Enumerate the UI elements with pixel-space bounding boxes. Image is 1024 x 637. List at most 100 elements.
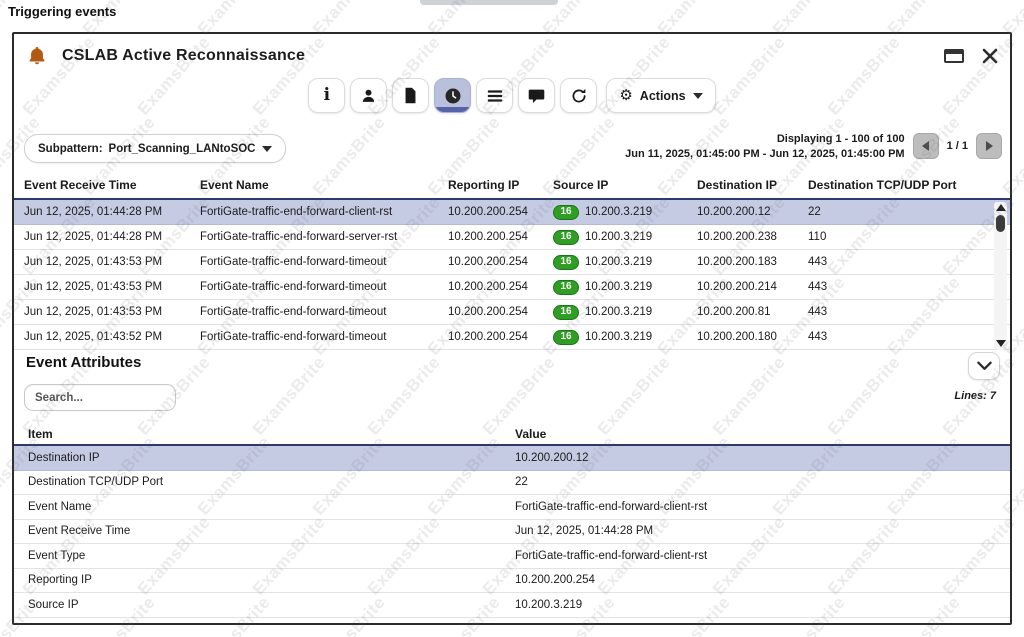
event-name: FortiGate-traffic-end-forward-timeout: [200, 281, 448, 293]
user-button[interactable]: [350, 78, 387, 113]
chevron-down-icon: [693, 93, 703, 99]
user-icon: [360, 87, 377, 104]
attribute-row[interactable]: Source IP 10.200.3.219: [14, 593, 1010, 618]
dialog-title: CSLAB Active Reconnaissance: [62, 47, 305, 65]
document-button[interactable]: [392, 78, 429, 113]
attribute-item: Destination TCP/UDP Port: [28, 476, 515, 488]
event-receive-time: Jun 12, 2025, 01:44:28 PM: [24, 231, 200, 243]
time-range-text: Jun 11, 2025, 01:45:00 PM - Jun 12, 2025…: [625, 147, 904, 162]
source-ip: 10.200.3.219: [585, 331, 652, 343]
display-info: Displaying 1 - 100 of 100 Jun 11, 2025, …: [625, 132, 904, 162]
reporting-ip: 10.200.200.254: [448, 331, 553, 343]
displaying-text: Displaying 1 - 100 of 100: [625, 132, 904, 147]
attributes-table-body: Destination IP 10.200.200.12 Destination…: [14, 446, 1010, 618]
event-table-row[interactable]: Jun 12, 2025, 01:43:53 PM FortiGate-traf…: [14, 250, 1010, 275]
attribute-value: 10.200.3.219: [515, 599, 1010, 611]
destination-ip: 10.200.200.180: [697, 331, 808, 343]
event-table-row[interactable]: Jun 12, 2025, 01:43:53 PM FortiGate-traf…: [14, 275, 1010, 300]
event-table-row[interactable]: Jun 12, 2025, 01:44:28 PM FortiGate-traf…: [14, 225, 1010, 250]
destination-port: 443: [808, 306, 1010, 318]
destination-ip: 10.200.200.183: [697, 256, 808, 268]
subpattern-dropdown[interactable]: Subpattern: Port_Scanning_LANtoSOC: [24, 134, 286, 163]
col-event-receive-time: Event Receive Time: [24, 178, 200, 192]
scroll-down-icon[interactable]: [996, 340, 1006, 347]
next-page-button[interactable]: [976, 133, 1002, 159]
list-icon: [487, 89, 503, 103]
chevron-right-icon: [986, 141, 993, 151]
reporting-ip: 10.200.200.254: [448, 306, 553, 318]
destination-ip: 10.200.200.238: [697, 231, 808, 243]
lines-count: Lines: 7: [954, 390, 996, 402]
event-count-badge: 16: [553, 255, 579, 270]
subpattern-value: Port_Scanning_LANtoSOC: [109, 143, 256, 155]
destination-ip: 10.200.200.214: [697, 281, 808, 293]
maximize-icon[interactable]: [944, 49, 964, 63]
actions-button[interactable]: ⚙ Actions: [606, 78, 715, 113]
list-button[interactable]: [476, 78, 513, 113]
event-table-row[interactable]: Jun 12, 2025, 01:44:28 PM FortiGate-traf…: [14, 200, 1010, 225]
source-ip: 10.200.3.219: [585, 231, 652, 243]
attribute-value: FortiGate-traffic-end-forward-client-rst: [515, 501, 1010, 513]
attribute-row[interactable]: Event Type FortiGate-traffic-end-forward…: [14, 544, 1010, 569]
attribute-row[interactable]: Destination IP 10.200.200.12: [14, 446, 1010, 471]
col-value: Value: [515, 427, 1010, 441]
col-source-ip: Source IP: [553, 178, 697, 192]
triggering-events-dialog: CSLAB Active Reconnaissance i: [12, 32, 1012, 625]
source-ip: 10.200.3.219: [585, 281, 652, 293]
info-button[interactable]: i: [308, 78, 345, 113]
event-count-badge: 16: [553, 305, 579, 320]
attribute-row[interactable]: Event Receive Time Jun 12, 2025, 01:44:2…: [14, 520, 1010, 545]
event-receive-time: Jun 12, 2025, 01:43:53 PM: [24, 281, 200, 293]
attribute-value: 22: [515, 476, 1010, 488]
scroll-up-icon[interactable]: [996, 204, 1006, 211]
top-fragment-decoration: [420, 0, 558, 5]
attribute-row[interactable]: Destination TCP/UDP Port 22: [14, 471, 1010, 496]
attribute-item: Event Name: [28, 501, 515, 513]
event-count-badge: 16: [553, 230, 579, 245]
reporting-ip: 10.200.200.254: [448, 256, 553, 268]
event-receive-time: Jun 12, 2025, 01:44:28 PM: [24, 206, 200, 218]
pagination-cluster: Displaying 1 - 100 of 100 Jun 11, 2025, …: [625, 130, 1002, 162]
attributes-table-header: Item Value: [14, 424, 1010, 446]
subpattern-label: Subpattern:: [38, 143, 103, 155]
scrollbar-thumb[interactable]: [996, 215, 1005, 232]
document-icon: [403, 87, 418, 104]
events-table-body: Jun 12, 2025, 01:44:28 PM FortiGate-traf…: [14, 200, 1010, 350]
source-ip-cell: 16 10.200.3.219: [553, 205, 697, 220]
window-controls: [944, 48, 998, 64]
events-scrollbar[interactable]: [994, 202, 1007, 350]
pager: 1 / 1: [913, 133, 1002, 159]
info-icon: i: [324, 87, 330, 104]
attribute-value: 10.200.200.12: [515, 452, 1010, 464]
source-ip-cell: 16 10.200.3.219: [553, 280, 697, 295]
search-wrap: [24, 384, 176, 411]
prev-page-button[interactable]: [913, 133, 939, 159]
attribute-row[interactable]: Event Name FortiGate-traffic-end-forward…: [14, 495, 1010, 520]
attributes-search-input[interactable]: [24, 384, 176, 411]
attribute-value: 10.200.200.254: [515, 574, 1010, 586]
attribute-row[interactable]: Reporting IP 10.200.200.254: [14, 569, 1010, 594]
col-destination-port: Destination TCP/UDP Port: [808, 178, 1010, 192]
event-table-row[interactable]: Jun 12, 2025, 01:43:52 PM FortiGate-traf…: [14, 325, 1010, 350]
reporting-ip: 10.200.200.254: [448, 231, 553, 243]
chevron-left-icon: [922, 141, 929, 151]
reporting-ip: 10.200.200.254: [448, 206, 553, 218]
destination-port: 443: [808, 281, 1010, 293]
event-table-row[interactable]: Jun 12, 2025, 01:43:53 PM FortiGate-traf…: [14, 300, 1010, 325]
event-receive-time: Jun 12, 2025, 01:43:53 PM: [24, 256, 200, 268]
reporting-ip: 10.200.200.254: [448, 281, 553, 293]
comment-button[interactable]: [518, 78, 555, 113]
gear-icon: ⚙: [619, 88, 632, 103]
source-ip-cell: 16 10.200.3.219: [553, 230, 697, 245]
collapse-attributes-button[interactable]: [968, 352, 1000, 380]
history-button[interactable]: [560, 78, 597, 113]
event-attributes-heading: Event Attributes: [26, 354, 141, 371]
close-icon[interactable]: [982, 48, 998, 64]
event-receive-time: Jun 12, 2025, 01:43:52 PM: [24, 331, 200, 343]
comment-icon: [528, 88, 545, 104]
history-icon: [570, 87, 588, 105]
destination-port: 22: [808, 206, 1010, 218]
actions-label: Actions: [640, 89, 686, 103]
source-ip: 10.200.3.219: [585, 306, 652, 318]
events-clock-button[interactable]: [434, 78, 471, 113]
